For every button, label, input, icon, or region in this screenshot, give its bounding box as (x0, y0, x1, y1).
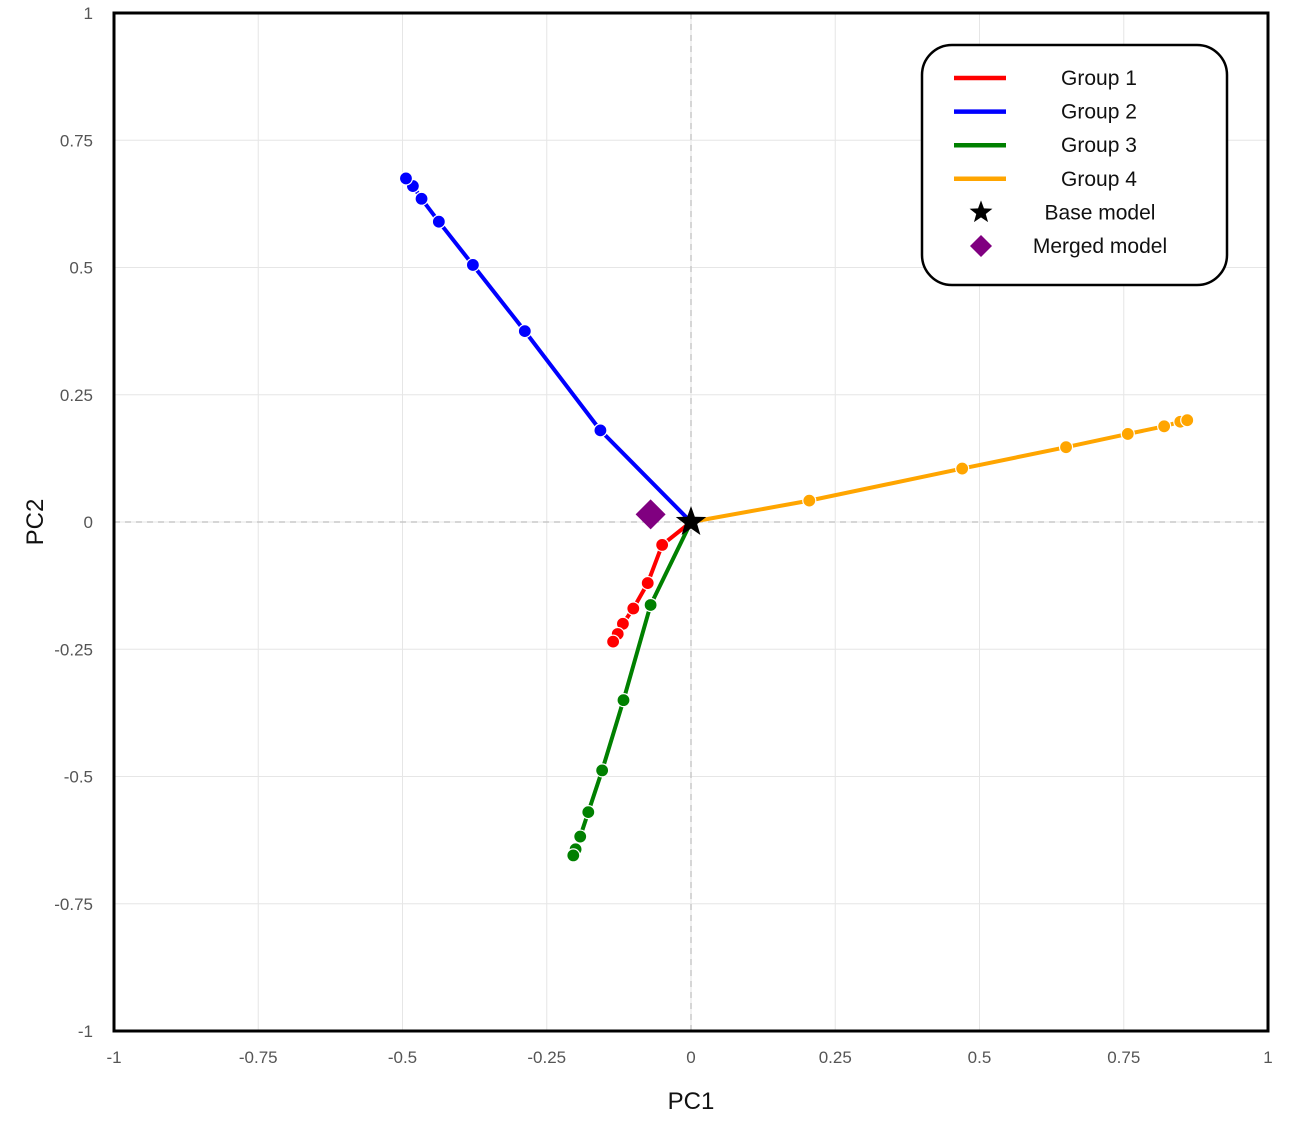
plot-frame (112, 11, 1270, 1033)
legend-label: Group 3 (1061, 134, 1137, 157)
legend: Group 1 Group 2 Group 3 Group 4 Base model Me… (920, 43, 1229, 287)
x-tick-label: -0.5 (388, 1048, 417, 1067)
data-point (1157, 419, 1172, 434)
merged-model-diamond-marker (635, 499, 666, 530)
series-line (571, 520, 693, 858)
data-point (414, 191, 429, 206)
data-point (1180, 413, 1195, 428)
x-tick-label: -1 (106, 1048, 121, 1067)
series-group-1 (606, 520, 693, 649)
x-tick-label: -0.25 (527, 1048, 566, 1067)
data-point (626, 601, 641, 616)
data-point (606, 634, 621, 649)
data-point (802, 493, 817, 508)
legend-label: Group 1 (1061, 67, 1137, 90)
data-point (573, 829, 588, 844)
x-tick-label: -0.75 (239, 1048, 278, 1067)
series (398, 171, 1195, 863)
legend-label: Merged model (1033, 235, 1167, 258)
series-group-3 (566, 520, 693, 863)
x-tick-label: 0.75 (1107, 1048, 1140, 1067)
series-line (689, 418, 1190, 524)
data-point (517, 324, 532, 339)
y-tick-label: -0.5 (64, 768, 93, 787)
data-point (465, 257, 480, 273)
data-point (655, 537, 670, 553)
legend-label: Group 2 (1061, 101, 1137, 124)
legend-label: Base model (1045, 201, 1156, 224)
star-icon (969, 200, 993, 223)
data-point (616, 693, 631, 708)
y-tick-label: 0.25 (60, 386, 93, 405)
data-point (1058, 440, 1074, 455)
y-tick-label: -1 (78, 1022, 93, 1041)
legend-item-group-3: Group 3 (954, 134, 1137, 157)
data-point (398, 171, 414, 186)
series-line (403, 176, 693, 524)
legend-item-group-1: Group 1 (954, 67, 1137, 90)
diamond-icon (970, 235, 992, 257)
legend-label: Group 4 (1061, 168, 1137, 191)
legend-item-diamond: Merged model (970, 235, 1167, 258)
legend-item-group-4: Group 4 (954, 168, 1137, 191)
y-tick-label: 0.75 (60, 131, 93, 150)
data-point (581, 805, 596, 820)
y-tick-label: 0.5 (69, 259, 93, 278)
y-tick-label: -0.75 (54, 895, 93, 914)
y-tick-label: 0 (84, 513, 93, 532)
legend-item-star: Base model (969, 200, 1156, 224)
x-tick-label: 1 (1263, 1048, 1272, 1067)
y-tick-label: -0.25 (54, 640, 93, 659)
legend-box (920, 43, 1229, 287)
data-point (640, 575, 655, 591)
x-tick-label: 0 (686, 1048, 695, 1067)
special-markers (635, 499, 707, 535)
x-axis-title: PC1 (668, 1088, 715, 1115)
base-model-star-marker (675, 506, 707, 535)
series-group-4 (689, 413, 1195, 524)
y-tick-labels: 1 0.75 0.5 0.25 0 -0.25 -0.5 -0.75 -1 (54, 4, 93, 1041)
data-point (643, 597, 658, 613)
y-axis-title: PC2 (22, 499, 49, 546)
data-point (595, 763, 610, 778)
legend-item-group-2: Group 2 (954, 101, 1137, 124)
data-point (566, 848, 581, 863)
x-tick-label: 0.25 (819, 1048, 852, 1067)
data-point (431, 214, 446, 229)
data-point (1120, 426, 1135, 442)
x-tick-labels: -1 -0.75 -0.5 -0.25 0 0.25 0.5 0.75 1 (106, 1048, 1272, 1067)
data-point (593, 423, 608, 438)
series-group-2 (398, 171, 693, 524)
x-tick-label: 0.5 (968, 1048, 992, 1067)
data-point (955, 461, 970, 476)
y-tick-label: 1 (84, 4, 93, 23)
